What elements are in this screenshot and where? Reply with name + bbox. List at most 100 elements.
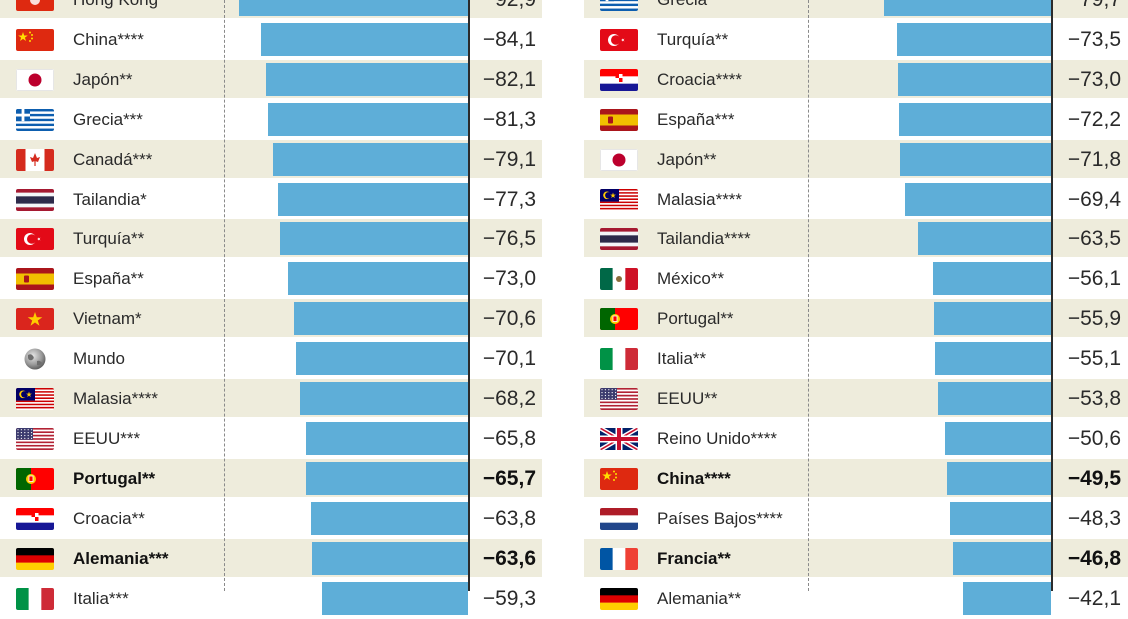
category-label: Grecia [657,0,707,20]
flag-hk-icon [16,0,54,11]
value-label: −70,1 [482,347,536,371]
flag-hr-icon [16,507,54,530]
value-label: −69,4 [1067,187,1121,211]
flag-us-icon [16,427,54,450]
table-row: Países Bajos**** −48,3 [584,499,1128,537]
value-label: −68,2 [482,387,536,410]
flag-hr-icon [600,68,638,91]
value-label: −49,5 [1067,466,1121,490]
flag-vn-icon [16,308,54,331]
flag-jp-icon [16,68,54,91]
reference-dashed-line [224,0,225,591]
bar [949,501,1051,535]
value-label: −73,0 [482,267,536,291]
bar [917,222,1051,256]
bar [933,262,1051,296]
table-row: Grecia −79,7 [584,0,1128,18]
table-row: Vietnam* −70,6 [0,299,542,338]
flag-cn-icon [600,467,638,490]
category-label: Portugal** [657,309,734,329]
chart-panel-2: Grecia −79,7 Turquía** −73,5 Croacia**** −73,… [584,0,1128,615]
chart-panel-1: Hong Kong −92,9 China**** −84,1 Japón** −82,1… [0,0,542,615]
bar [279,222,468,256]
value-label: −77,3 [482,187,536,211]
bar [277,182,468,216]
table-row: Malasia**** −68,2 [0,379,542,417]
table-row: Francia** −46,8 [584,538,1128,577]
bar [883,0,1051,16]
flag-nl-icon [600,507,638,530]
category-label: China**** [73,29,144,49]
category-label: Alemania** [657,588,742,608]
table-row: México** −56,1 [584,259,1128,297]
reference-dashed-line [808,0,809,591]
bar [896,22,1051,56]
category-label: Vietnam* [73,309,142,329]
category-label: Croacia**** [657,69,743,89]
value-label: −82,1 [482,67,536,91]
table-row: Portugal** −65,7 [0,458,542,497]
table-row: Croacia**** −73,0 [584,59,1128,98]
bar [897,62,1051,96]
category-label: EEUU** [657,389,718,408]
category-label: Grecia*** [73,109,143,129]
value-label: −73,5 [1067,27,1121,51]
category-label: Francia** [657,548,731,568]
value-label: −63,8 [482,506,536,530]
category-label: Países Bajos**** [657,508,783,528]
flag-gr-icon [600,0,638,11]
table-row: China**** −49,5 [584,458,1128,497]
table-row: Turquía** −73,5 [584,20,1128,58]
value-label: −56,1 [1067,267,1121,291]
value-label: −46,8 [1067,546,1121,570]
bar [952,541,1051,575]
bar [300,382,468,415]
bar [905,182,1051,216]
flag-jp-icon [600,148,638,171]
value-label: −63,5 [1067,227,1121,251]
bar [935,342,1051,376]
flag-fr-icon [600,547,638,570]
flag-my-icon [600,188,638,211]
flag-world-icon [16,348,54,371]
category-label: EEUU*** [73,428,141,448]
category-label: España** [73,269,144,289]
bar [239,0,468,16]
table-row: Portugal** −55,9 [584,299,1128,338]
table-row: Alemania** −42,1 [584,579,1128,617]
zero-axis-line [468,0,470,591]
bar [295,342,468,376]
value-label: −71,8 [1067,147,1121,171]
category-label: Japón** [73,69,133,89]
table-row: Canadá*** −79,1 [0,139,542,178]
bar [947,461,1051,495]
table-row: EEUU** −53,8 [584,379,1128,417]
table-row: Alemania*** −63,6 [0,538,542,577]
value-label: −55,1 [1067,347,1121,371]
flag-pt-icon [16,467,54,490]
value-label: −81,3 [482,107,536,131]
bar [933,302,1051,336]
bar [294,302,468,336]
flag-th-icon [600,228,638,251]
category-label: Italia** [657,349,707,369]
table-row: China**** −84,1 [0,20,542,58]
bar [962,581,1051,615]
value-label: −42,1 [1067,586,1121,610]
table-row: España** −73,0 [0,259,542,297]
table-row: Tailandia**** −63,5 [584,219,1128,258]
flag-us-icon [600,388,638,410]
category-label: Tailandia**** [657,229,751,249]
flag-de-icon [16,547,54,570]
category-label: Mundo [73,349,125,369]
flag-ca-icon [16,148,54,171]
category-label: Japón** [657,149,717,169]
table-row: Hong Kong −92,9 [0,0,542,18]
bar [306,421,468,455]
table-row: Reino Unido**** −50,6 [584,419,1128,457]
table-row: Turquía** −76,5 [0,219,542,258]
flag-uk-icon [600,427,638,450]
value-label: −76,5 [482,227,536,251]
table-row: EEUU*** −65,8 [0,419,542,457]
flag-th-icon [16,188,54,211]
